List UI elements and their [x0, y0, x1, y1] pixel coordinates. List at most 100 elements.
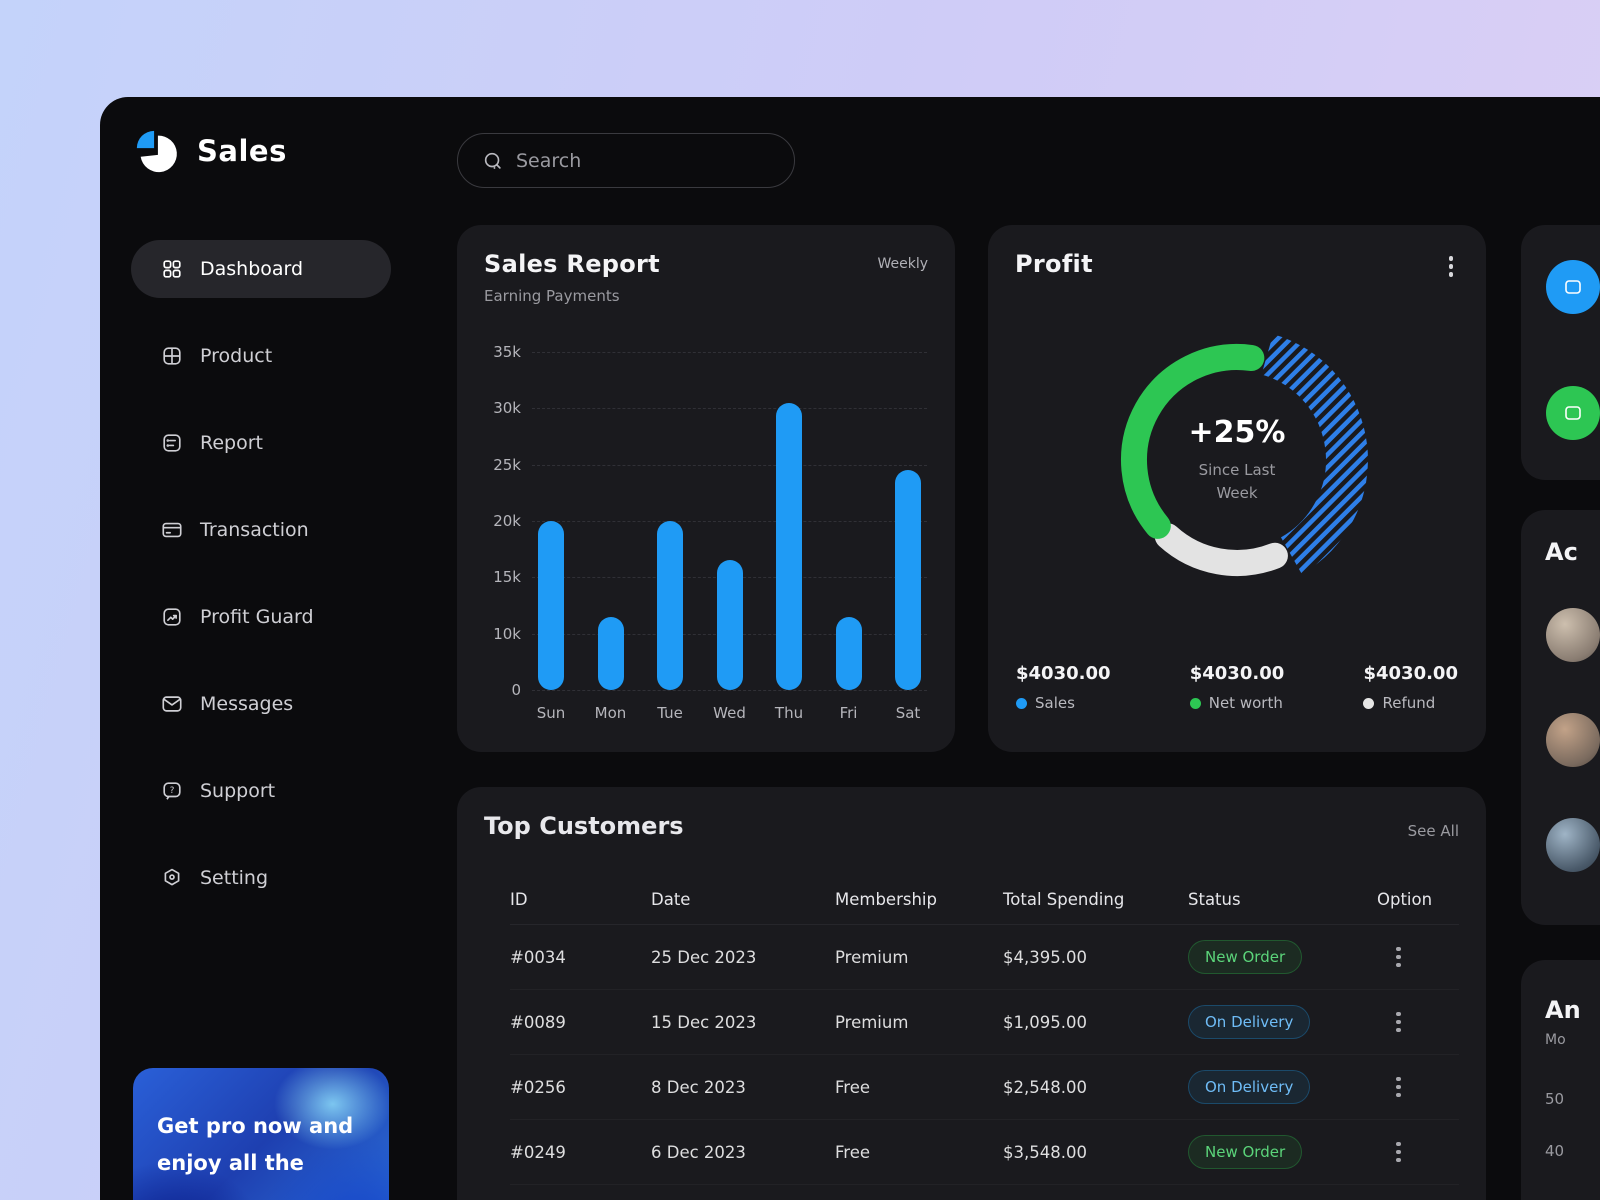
cell-total: $2,548.00: [1003, 1077, 1087, 1097]
sidebar-item-label: Profit Guard: [200, 606, 314, 628]
sidebar-item-profit-guard[interactable]: Profit Guard: [131, 588, 391, 646]
legend-label: Net worth: [1189, 694, 1285, 712]
status-badge: On Delivery: [1188, 1005, 1311, 1039]
y-axis-tick: 20k: [493, 512, 521, 530]
x-axis-label: Wed: [713, 704, 746, 722]
legend-label: Refund: [1363, 694, 1458, 712]
sidebar-item-setting[interactable]: Setting: [131, 849, 391, 907]
sidebar-item-report[interactable]: Report: [131, 414, 391, 472]
profit-menu-button[interactable]: [1443, 250, 1460, 283]
brand-name: Sales: [197, 134, 287, 168]
legend-item: $4030.00 Sales: [1016, 663, 1111, 712]
avatar[interactable]: [1546, 713, 1600, 767]
rail-action-blue-button[interactable]: [1546, 260, 1600, 314]
setting-icon: [161, 867, 183, 889]
sales-report-card: Sales Report Earning Payments Weekly 35k…: [457, 225, 955, 752]
top-customers-table: ID Date Membership Total Spending Status Opti…: [510, 875, 1459, 1185]
sales-bar-chart: 35k 30k 25k 20k 15k 10k 0 Sun Mon Tue Wed Thu Fri Sat: [493, 343, 927, 722]
sidebar-item-support[interactable]: ? Support: [131, 762, 391, 820]
row-options-button[interactable]: [1390, 941, 1407, 974]
avatar[interactable]: [1546, 608, 1600, 662]
bar-tue: [657, 521, 683, 690]
bar-column: Mon: [595, 352, 626, 722]
search-input[interactable]: [516, 149, 780, 172]
y-axis-tick: 30k: [493, 399, 521, 418]
activity-card: Ac: [1521, 510, 1600, 925]
sidebar-item-messages[interactable]: Messages: [131, 675, 391, 733]
column-header: Total Spending: [1003, 890, 1125, 909]
sidebar-item-product[interactable]: Product: [131, 327, 391, 385]
column-header: Status: [1188, 890, 1241, 909]
promo-card[interactable]: Get pro now and enjoy all the: [133, 1068, 389, 1200]
card-icon: [1565, 280, 1581, 294]
cell-total: $4,395.00: [1003, 947, 1087, 967]
top-customers-title: Top Customers: [484, 812, 684, 840]
legend-text: Net worth: [1208, 694, 1283, 712]
bar-column: Tue: [657, 352, 683, 722]
legend-item: $4030.00 Refund: [1363, 663, 1458, 712]
grid-icon: [161, 258, 183, 280]
sidebar-item-label: Report: [200, 432, 263, 454]
legend-value: $4030.00: [1363, 663, 1458, 684]
table-row: #0249 6 Dec 2023 Free $3,548.00 New Order: [510, 1120, 1459, 1185]
column-header: Date: [651, 890, 691, 909]
bars-group: Sun Mon Tue Wed Thu Fri Sat: [532, 352, 927, 722]
analytics-card: An Mo 50 40: [1521, 960, 1600, 1200]
brand-logo[interactable]: Sales: [133, 127, 287, 175]
cell-id: #0249: [510, 1142, 566, 1162]
avatar[interactable]: [1546, 818, 1600, 872]
legend-dot: [1016, 697, 1027, 709]
row-options-button[interactable]: [1390, 1006, 1407, 1039]
svg-text:?: ?: [170, 786, 175, 796]
support-icon: ?: [161, 780, 183, 802]
sales-report-subtitle: Earning Payments: [484, 287, 620, 305]
status-badge: New Order: [1188, 1135, 1303, 1169]
transaction-icon: [161, 519, 183, 541]
sidebar-item-dashboard[interactable]: Dashboard: [131, 240, 391, 298]
legend-text: Sales: [1035, 694, 1075, 712]
rail-action-green-button[interactable]: [1546, 386, 1600, 440]
sidebar-item-transaction[interactable]: Transaction: [131, 501, 391, 559]
profit-guard-icon: [161, 606, 183, 628]
status-badge: On Delivery: [1188, 1070, 1311, 1104]
product-icon: [161, 345, 183, 367]
sidebar-item-label: Messages: [200, 693, 294, 715]
column-header: Membership: [835, 890, 937, 909]
bar-thu: [776, 403, 802, 690]
column-header: Option: [1377, 890, 1433, 909]
promo-line-2: enjoy all the: [157, 1151, 304, 1175]
x-axis-label: Tue: [657, 704, 683, 722]
promo-line-1: Get pro now and: [157, 1114, 354, 1138]
profit-legend: $4030.00 Sales $4030.00 Net worth $4030.00 Re…: [1016, 663, 1458, 712]
y-axis-tick: 15k: [493, 568, 521, 587]
sidebar-item-label: Product: [200, 345, 273, 367]
x-axis-label: Mon: [594, 704, 627, 722]
report-icon: [161, 432, 183, 454]
wallet-icon: [1565, 406, 1581, 420]
cell-membership: Premium: [835, 1012, 909, 1032]
cell-membership: Premium: [835, 947, 909, 967]
cell-id: #0034: [510, 947, 566, 967]
y-axis-tick: 0: [511, 681, 521, 699]
table-row: #0034 25 Dec 2023 Premium $4,395.00 New Orde…: [510, 925, 1459, 990]
cell-date: 8 Dec 2023: [651, 1077, 746, 1097]
cell-membership: Free: [835, 1077, 871, 1097]
row-options-button[interactable]: [1390, 1071, 1407, 1104]
sidebar-item-label: Support: [200, 780, 276, 802]
bar-mon: [597, 617, 624, 690]
x-axis-label: Fri: [839, 704, 858, 722]
legend-dot: [1189, 697, 1201, 709]
period-selector[interactable]: Weekly: [877, 256, 928, 272]
see-all-link[interactable]: See All: [1407, 822, 1459, 840]
axis-tick: 50: [1545, 1090, 1565, 1108]
chart-gridline: [532, 521, 927, 522]
sidebar-nav: Dashboard Product Report Transaction Profit …: [131, 240, 391, 907]
legend-value: $4030.00: [1016, 663, 1111, 684]
row-options-button[interactable]: [1390, 1136, 1407, 1169]
search-icon: [482, 150, 504, 172]
cell-total: $1,095.00: [1003, 1012, 1087, 1032]
search-bar: [457, 133, 795, 188]
sidebar-item-label: Dashboard: [200, 258, 304, 280]
bar-sat: [895, 470, 921, 690]
